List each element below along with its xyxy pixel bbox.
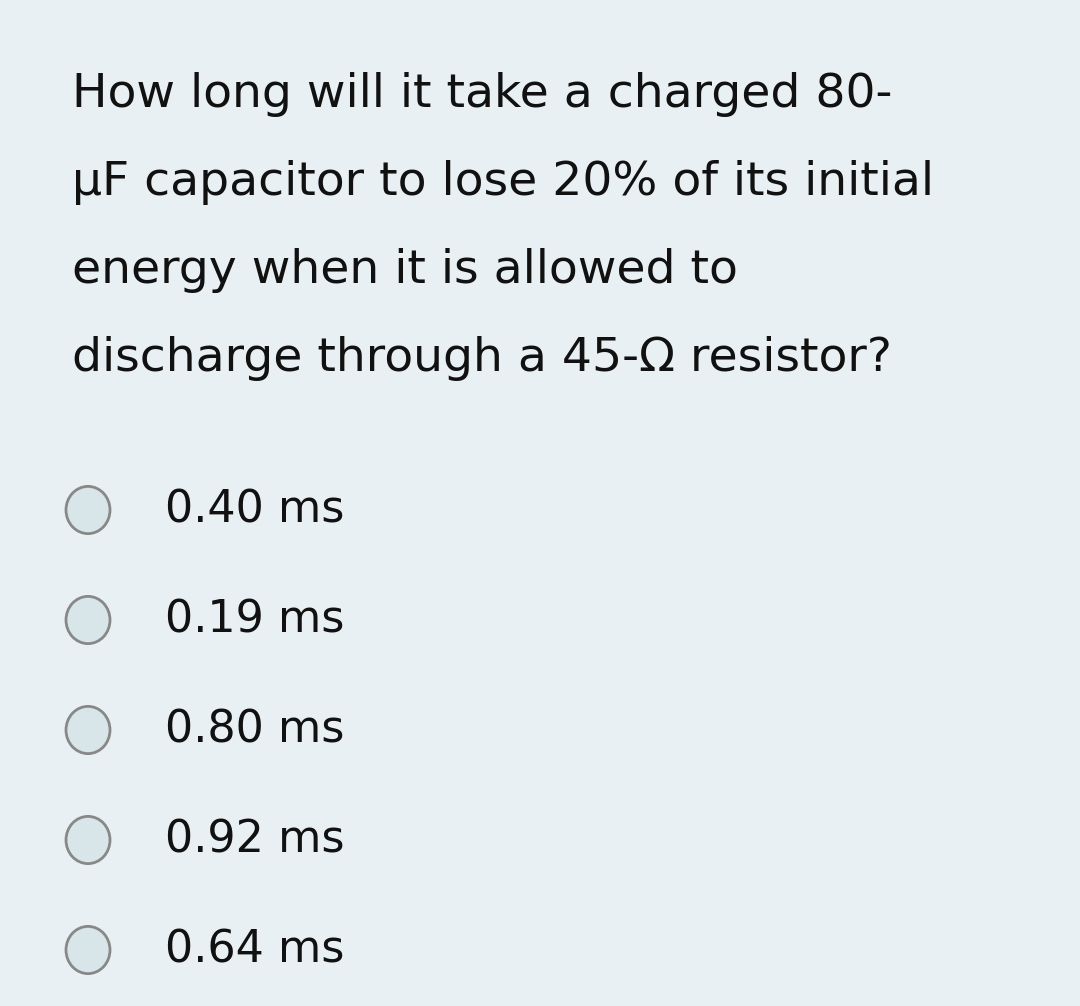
Text: 0.92 ms: 0.92 ms bbox=[165, 819, 345, 861]
Text: energy when it is allowed to: energy when it is allowed to bbox=[72, 248, 738, 293]
Text: 0.40 ms: 0.40 ms bbox=[165, 489, 345, 531]
Ellipse shape bbox=[66, 597, 110, 644]
Text: 0.64 ms: 0.64 ms bbox=[165, 929, 345, 972]
Ellipse shape bbox=[66, 927, 110, 974]
Text: 0.80 ms: 0.80 ms bbox=[165, 708, 345, 751]
Ellipse shape bbox=[66, 817, 110, 863]
Ellipse shape bbox=[66, 486, 110, 533]
Text: 0.19 ms: 0.19 ms bbox=[165, 599, 345, 642]
Text: discharge through a 45-Ω resistor?: discharge through a 45-Ω resistor? bbox=[72, 336, 892, 381]
Text: μF capacitor to lose 20% of its initial: μF capacitor to lose 20% of its initial bbox=[72, 160, 934, 205]
Text: How long will it take a charged 80-: How long will it take a charged 80- bbox=[72, 72, 892, 117]
Ellipse shape bbox=[66, 706, 110, 753]
